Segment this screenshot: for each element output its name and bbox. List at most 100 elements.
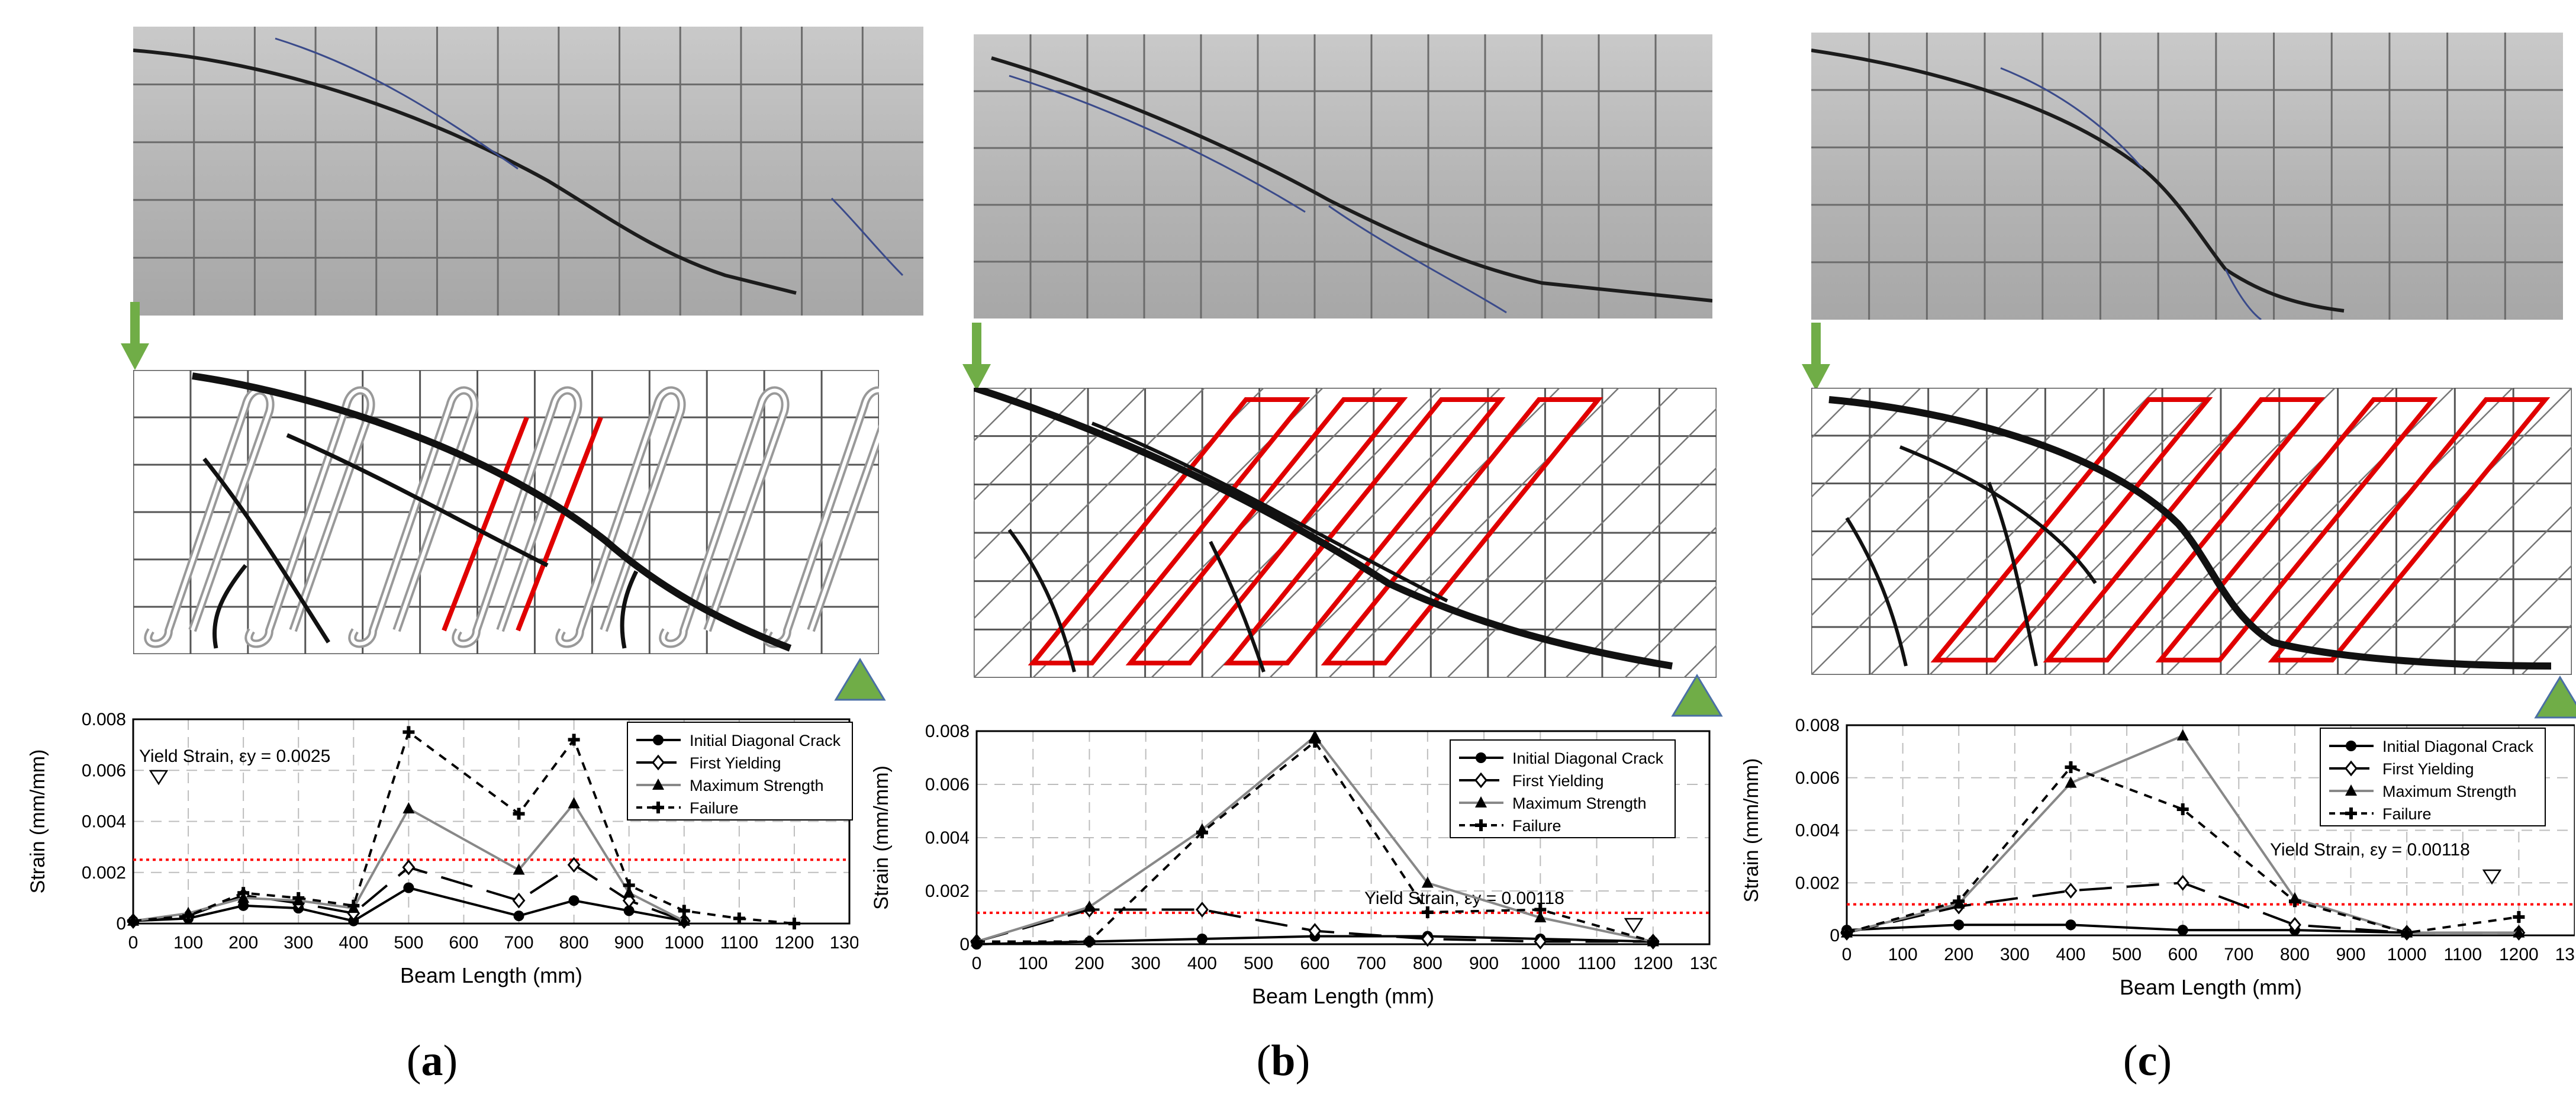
data-point-2 <box>2065 776 2077 788</box>
drawing-svg <box>1811 388 2572 675</box>
x-tick-label: 1200 <box>1633 954 1673 973</box>
x-tick-label: 200 <box>228 933 258 953</box>
legend-box <box>1450 739 1676 838</box>
diagonal-bar <box>2521 623 2572 675</box>
data-point-3 <box>402 726 415 738</box>
diagonal-bar <box>2225 388 2513 675</box>
drawn-crack <box>1007 529 1076 673</box>
data-point-3 <box>1083 935 1096 948</box>
data-point-2 <box>402 802 415 813</box>
red-inclined-bar <box>1930 397 2213 662</box>
drawn-crack <box>620 570 639 649</box>
x-tick-label: 0 <box>1842 945 1852 964</box>
legend-label: Failure <box>1512 817 1561 835</box>
drawn-crack <box>1091 422 1448 603</box>
x-tick-label: 1200 <box>2499 945 2539 964</box>
stirrup-inner <box>146 388 272 646</box>
data-point-3 <box>788 918 800 929</box>
data-point-3 <box>568 733 580 746</box>
plot-frame <box>975 730 1711 945</box>
arrow-head <box>121 343 149 370</box>
yield-marker <box>2482 869 2502 885</box>
data-point-3 <box>292 892 305 904</box>
x-tick-label: 500 <box>394 933 423 953</box>
photo-crack <box>2224 269 2262 320</box>
data-point-1 <box>2288 916 2301 933</box>
yield-marker <box>149 770 169 786</box>
drawn-crack <box>212 564 247 649</box>
strain-chart-c: 0 100 200 300 400 500 600 700 800 900 1000 1100 1200… <box>1717 707 2575 1039</box>
x-tick-label: 800 <box>1413 954 1442 973</box>
diagonal-bar <box>2284 388 2572 675</box>
x-tick-label: 1000 <box>664 933 704 953</box>
support-triangle-a <box>833 656 887 703</box>
diagonal-bar <box>974 388 1087 501</box>
chart-svg: 0 100 200 300 400 500 600 700 800 900 1000 1100 1200… <box>1740 716 2575 999</box>
drawn-crack <box>1987 481 2038 667</box>
diagonal-bar <box>1811 388 2099 675</box>
diagonal-bar <box>1565 526 1717 678</box>
data-point-3 <box>127 915 139 927</box>
y-tick-label: 0.008 <box>925 722 970 741</box>
yield-label: Yield Strain, εy = 0.00118 <box>1364 889 1564 908</box>
x-tick-label: 1000 <box>2387 945 2427 964</box>
y-tick-label: 0.004 <box>82 812 126 832</box>
legend-marker <box>653 735 664 745</box>
diagonal-bar <box>1988 388 2276 675</box>
photo-crack <box>133 49 797 295</box>
x-tick-label: 700 <box>504 933 534 953</box>
diagonal-bar <box>1811 388 1981 558</box>
yield-label: Yield Strain, εy = 0.00118 <box>2270 840 2470 860</box>
legend-marker <box>652 754 665 771</box>
drawn-crack <box>1209 540 1266 673</box>
legend-box <box>2320 728 2546 826</box>
crack-drawing-a <box>133 370 879 654</box>
data-point-3 <box>347 899 360 912</box>
x-tick-label: 700 <box>1357 954 1386 973</box>
data-point-3 <box>1534 903 1547 916</box>
y-tick-label: 0.002 <box>1795 873 1840 893</box>
diagonal-bar <box>974 388 1028 442</box>
data-point-0 <box>2177 925 2188 936</box>
legend-marker <box>2345 760 2358 777</box>
y-tick-label: 0 <box>959 935 970 954</box>
data-point-0 <box>1196 934 1208 944</box>
legend-box <box>627 722 853 821</box>
data-point-1 <box>1534 934 1547 950</box>
panel-a: 0 100 200 300 400 500 600 700 800 900 1000 1100 1200… <box>0 0 923 1110</box>
stirrup-inner <box>350 388 476 646</box>
diagonal-bar <box>2403 505 2572 675</box>
data-point-3 <box>2513 910 2525 923</box>
diagonal-bar <box>1870 388 2158 675</box>
x-tick-label: 900 <box>1469 954 1499 973</box>
y-axis-label: Strain (mm/mm) <box>27 749 49 894</box>
data-point-3 <box>513 807 525 820</box>
x-tick-label: 500 <box>1244 954 1273 973</box>
diagonal-bar <box>2047 388 2336 675</box>
drawn-crack <box>202 457 330 644</box>
legend-marker <box>2346 741 2356 751</box>
y-tick-label: 0.006 <box>82 761 126 780</box>
drawn-crack <box>192 372 792 652</box>
arrow-svg <box>121 302 149 370</box>
data-point-1 <box>567 857 581 873</box>
stirrup-inner <box>247 388 373 646</box>
data-point-3 <box>182 910 195 922</box>
load-arrow-c <box>1798 323 1834 394</box>
x-tick-label: 400 <box>2056 945 2085 964</box>
x-tick-label: 300 <box>284 933 313 953</box>
photo-svg <box>133 27 923 316</box>
crack-drawing-b <box>974 388 1717 678</box>
support-svg <box>834 658 886 701</box>
x-axis-label: Beam Length (mm) <box>400 963 582 987</box>
yield-label: Yield Strain, εy = 0.0025 <box>139 747 330 766</box>
y-tick-label: 0.006 <box>1795 768 1840 788</box>
red-stirrup-segment <box>442 416 529 632</box>
x-tick-label: 400 <box>339 933 368 953</box>
diagonal-bar <box>1811 388 1862 439</box>
data-point-0 <box>238 900 249 911</box>
data-point-1 <box>402 859 416 876</box>
y-tick-label: 0.008 <box>1795 716 1840 735</box>
photo-crack <box>1811 49 2345 313</box>
